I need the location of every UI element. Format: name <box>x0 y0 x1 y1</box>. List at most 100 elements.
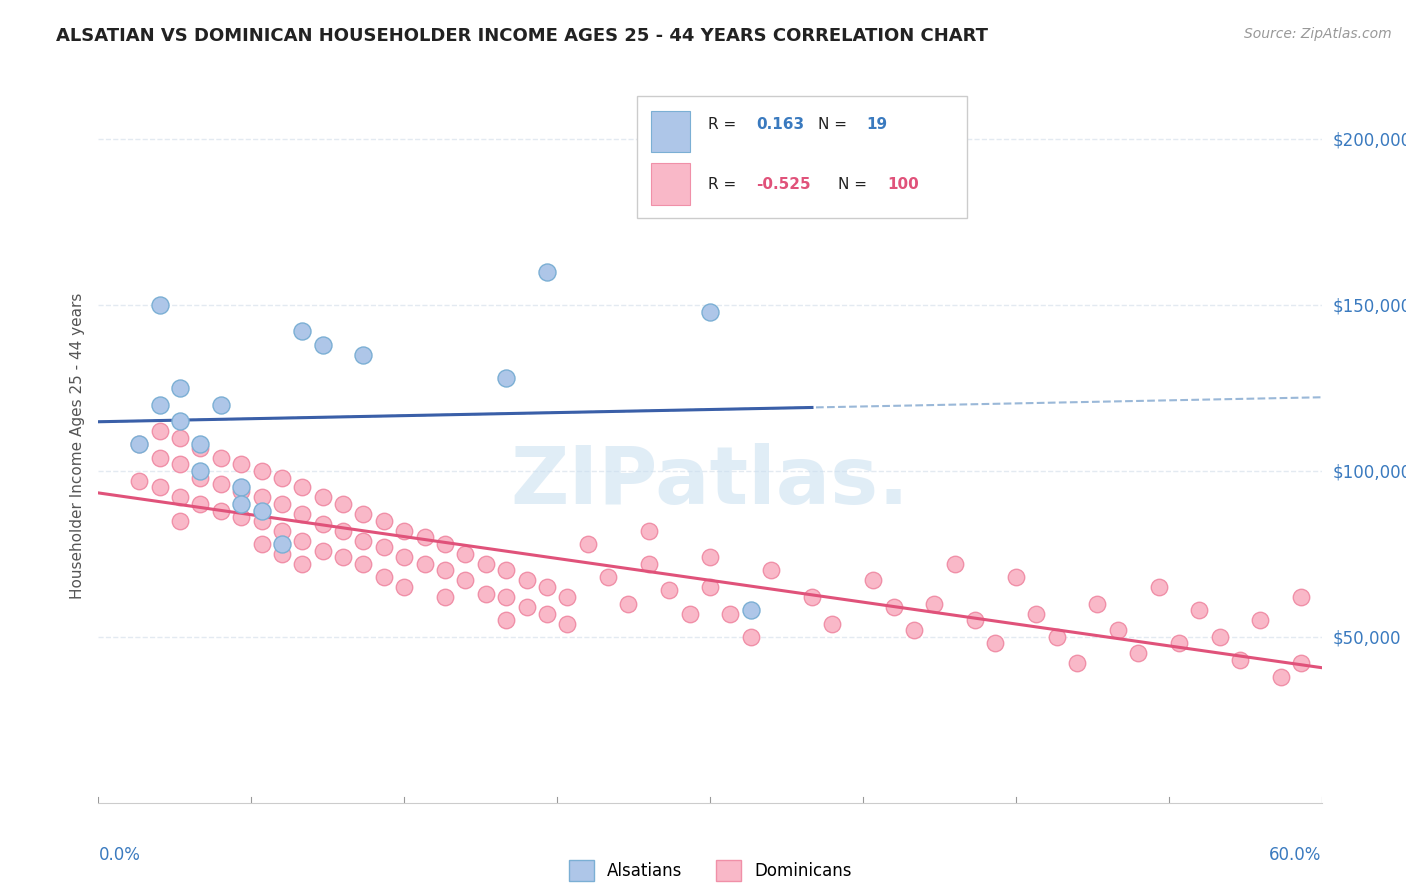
Point <box>149 298 172 312</box>
Point <box>188 470 212 484</box>
Text: 100: 100 <box>887 177 920 192</box>
Point <box>1147 580 1170 594</box>
Point <box>1270 670 1292 684</box>
Point <box>1291 590 1313 604</box>
Point <box>801 590 824 604</box>
Point <box>352 507 374 521</box>
Point <box>169 491 191 505</box>
Point <box>454 547 477 561</box>
Point <box>536 580 558 594</box>
Point <box>413 557 436 571</box>
Point <box>862 574 884 588</box>
Point <box>474 557 498 571</box>
Point <box>149 450 172 465</box>
Point <box>699 304 721 318</box>
Point <box>555 616 579 631</box>
Bar <box>651 111 690 152</box>
Point <box>352 533 374 548</box>
Point <box>169 514 191 528</box>
Point <box>392 550 416 565</box>
Point <box>1291 657 1313 671</box>
Point <box>312 543 335 558</box>
Point <box>516 599 538 614</box>
Point <box>188 497 212 511</box>
Text: N =: N = <box>818 118 846 132</box>
Point <box>1107 624 1129 638</box>
Point <box>965 613 987 627</box>
Point <box>883 599 905 614</box>
Point <box>373 570 395 584</box>
Point <box>434 537 457 551</box>
Point <box>495 590 517 604</box>
Point <box>128 437 150 451</box>
Point <box>658 583 681 598</box>
Point <box>332 524 354 538</box>
Point <box>250 491 273 505</box>
Point <box>291 557 314 571</box>
Point <box>270 497 294 511</box>
Point <box>474 587 498 601</box>
Point <box>617 597 640 611</box>
Point <box>1004 570 1026 584</box>
Point <box>209 477 232 491</box>
Point <box>373 514 395 528</box>
Text: -0.525: -0.525 <box>756 177 811 192</box>
Point <box>128 474 150 488</box>
Point <box>637 524 661 538</box>
Point <box>495 613 517 627</box>
Point <box>903 624 925 638</box>
Point <box>1128 647 1150 661</box>
Point <box>149 481 172 495</box>
Point <box>231 457 253 471</box>
Point <box>495 371 517 385</box>
Point <box>922 597 945 611</box>
Point <box>352 557 374 571</box>
Point <box>943 557 966 571</box>
Point <box>250 514 273 528</box>
Point <box>699 580 721 594</box>
Point <box>149 397 172 411</box>
Text: 0.163: 0.163 <box>756 118 804 132</box>
Point <box>250 537 273 551</box>
Point <box>392 524 416 538</box>
Point <box>270 537 294 551</box>
Point <box>740 603 762 617</box>
Point <box>352 348 374 362</box>
Bar <box>651 163 690 205</box>
Point <box>332 497 354 511</box>
Text: N =: N = <box>838 177 868 192</box>
Point <box>821 616 844 631</box>
Point <box>699 550 721 565</box>
Text: R =: R = <box>707 177 735 192</box>
Point <box>536 607 558 621</box>
Point <box>373 540 395 554</box>
Point <box>270 524 294 538</box>
Point <box>128 437 150 451</box>
Point <box>231 483 253 498</box>
Point <box>188 441 212 455</box>
Point <box>516 574 538 588</box>
Point <box>149 424 172 438</box>
Point <box>1188 603 1211 617</box>
Point <box>1045 630 1069 644</box>
Point <box>718 607 742 621</box>
Point <box>454 574 477 588</box>
Point <box>1209 630 1232 644</box>
Point <box>434 564 457 578</box>
Point <box>188 437 212 451</box>
Point <box>536 265 558 279</box>
Point <box>291 481 314 495</box>
Point <box>1167 636 1189 650</box>
Point <box>250 464 273 478</box>
Text: R =: R = <box>707 118 735 132</box>
Point <box>169 381 191 395</box>
Text: ZIPatlas.: ZIPatlas. <box>510 442 910 521</box>
Point <box>413 530 436 544</box>
Point <box>1085 597 1108 611</box>
Point <box>679 607 702 621</box>
Point <box>576 537 599 551</box>
Point <box>291 533 314 548</box>
Y-axis label: Householder Income Ages 25 - 44 years: Householder Income Ages 25 - 44 years <box>69 293 84 599</box>
Point <box>209 397 232 411</box>
Point <box>291 507 314 521</box>
